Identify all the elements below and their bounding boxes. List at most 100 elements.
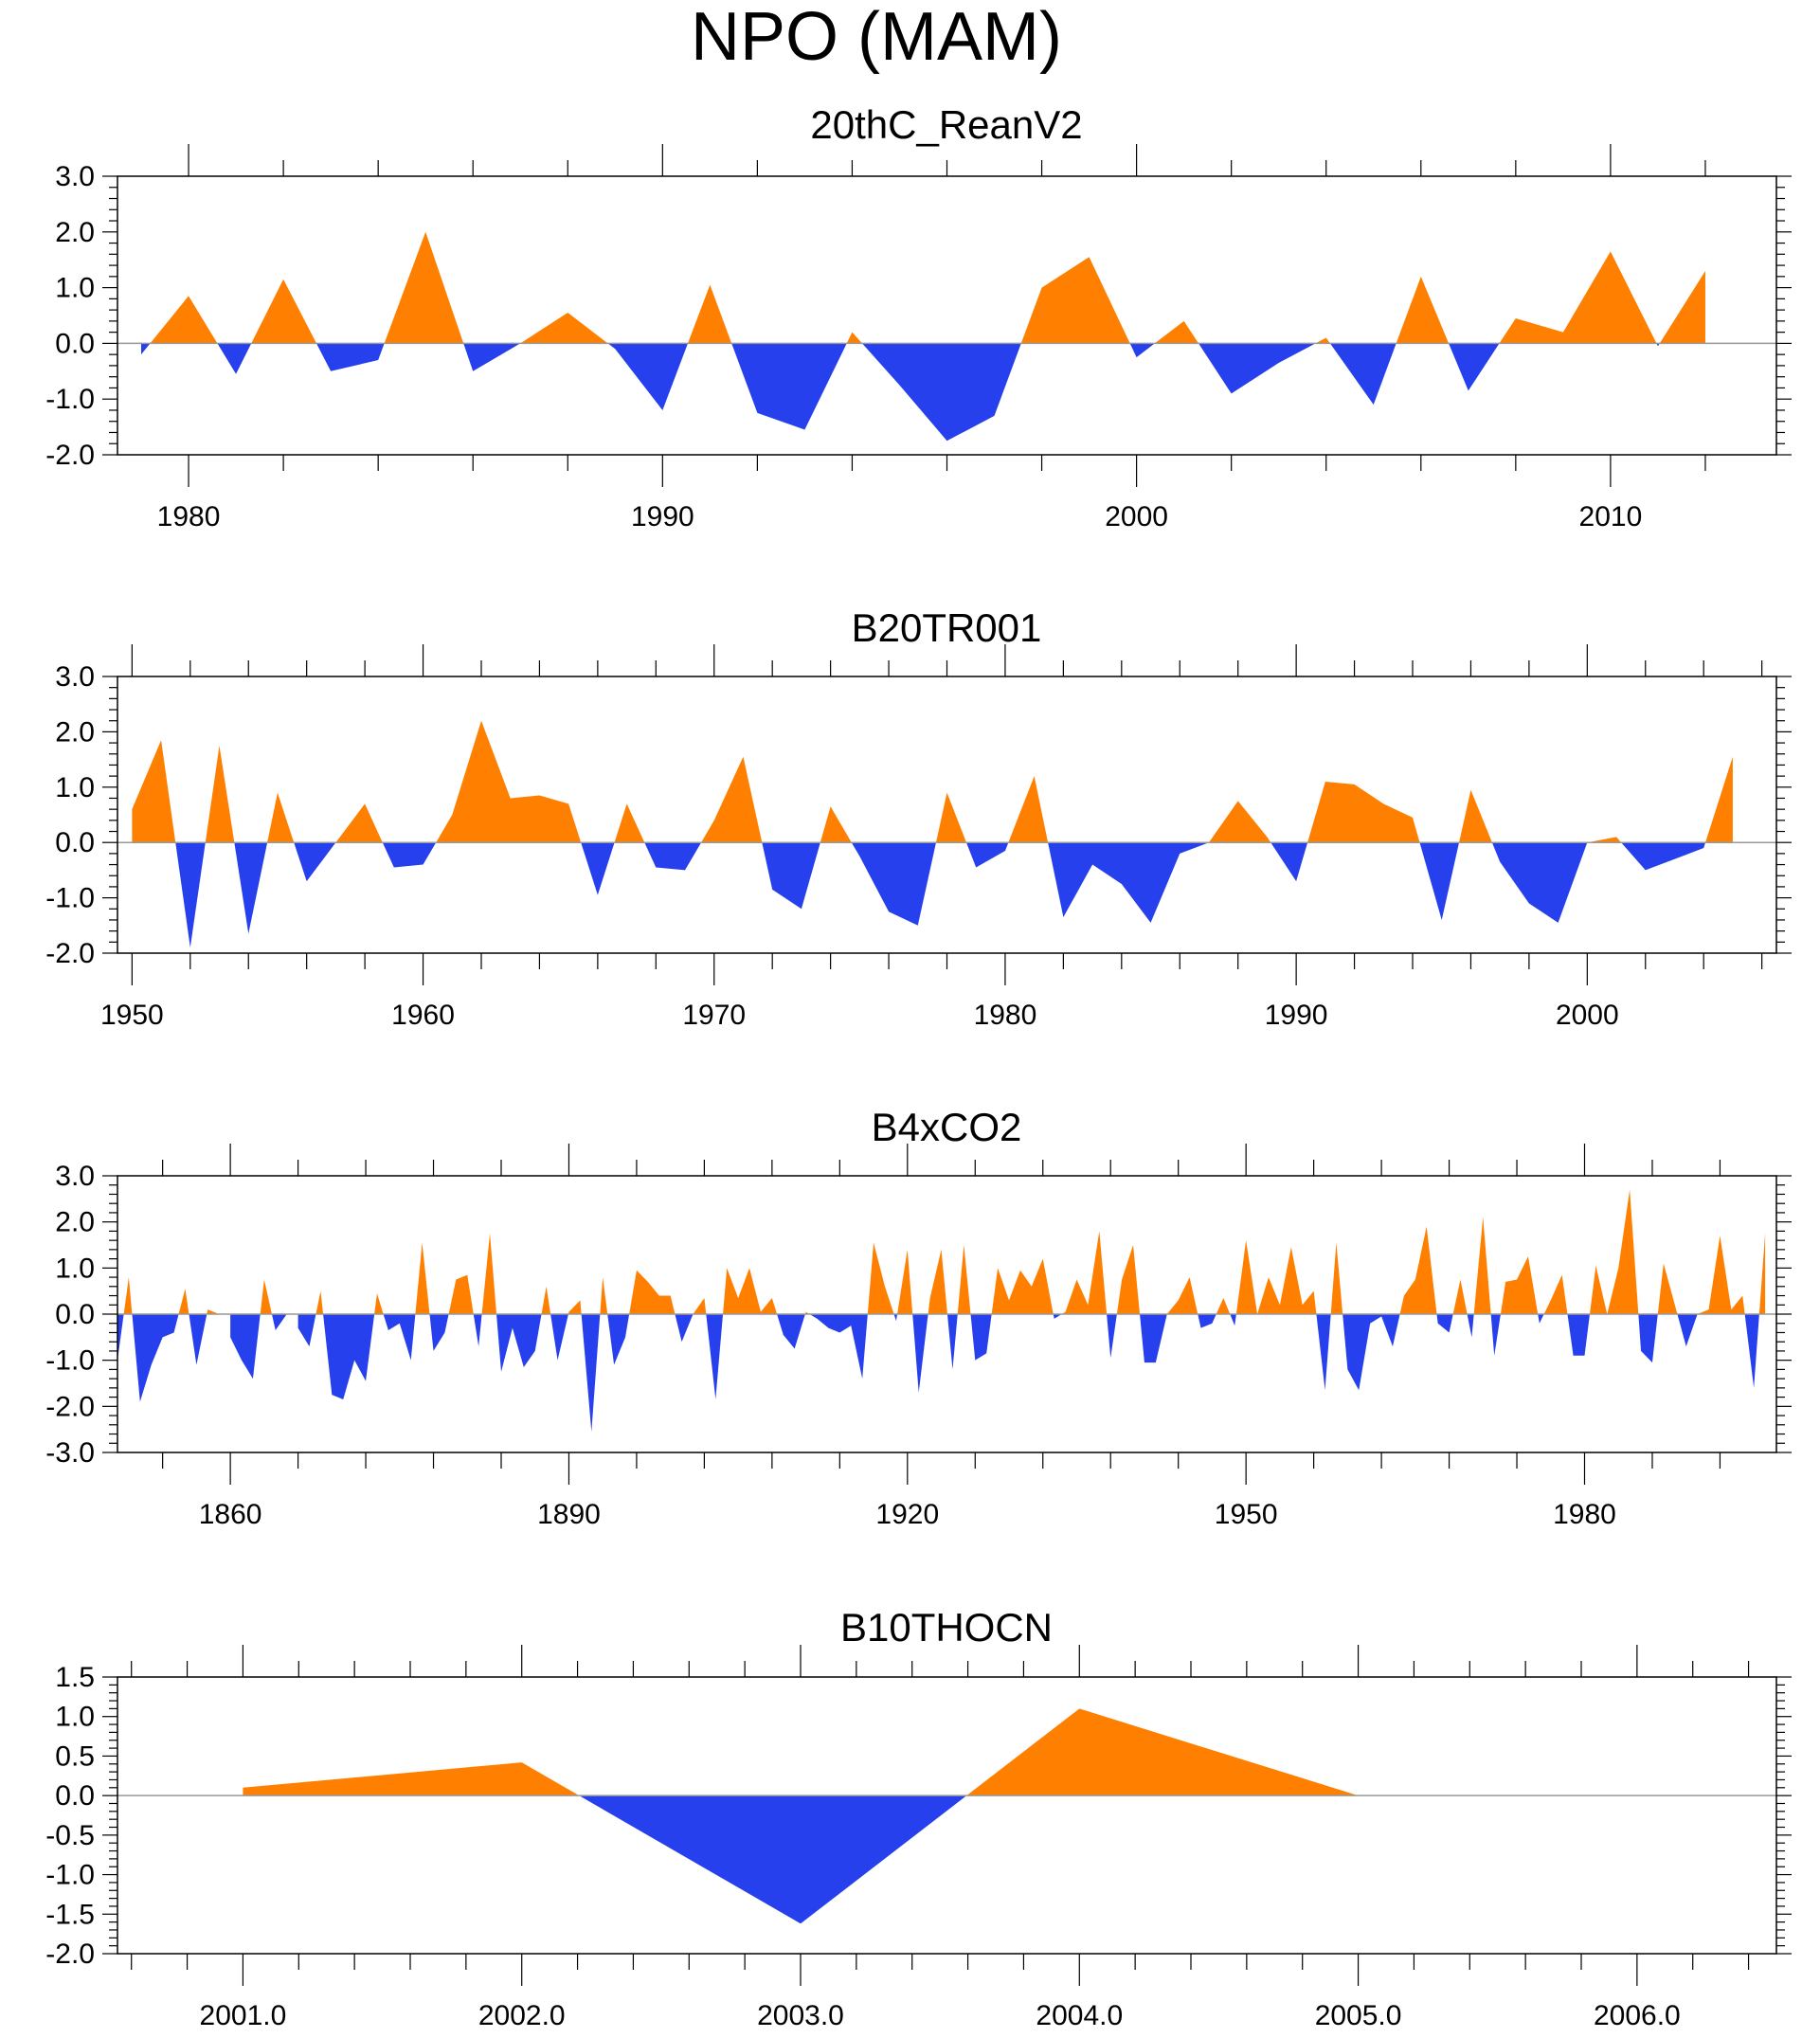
- figure-title: NPO (MAM): [691, 0, 1062, 75]
- negative-anomaly-area: [1140, 1314, 1167, 1363]
- positive-anomaly-area: [928, 1249, 947, 1314]
- positive-anomaly-area: [384, 231, 464, 344]
- positive-anomaly-area: [1235, 1240, 1317, 1314]
- positive-anomaly-area: [178, 1289, 189, 1314]
- x-tick-label: 1970: [682, 1000, 746, 1031]
- y-tick-label: 0.0: [55, 827, 95, 858]
- positive-anomaly-area: [701, 756, 763, 843]
- y-tick-label: -1.0: [45, 883, 95, 914]
- positive-anomaly-area: [614, 803, 645, 843]
- positive-anomaly-area: [1116, 1245, 1141, 1314]
- positive-anomaly-area: [1587, 837, 1622, 843]
- negative-anomaly-area: [189, 1314, 207, 1365]
- y-tick-label: -1.0: [45, 384, 95, 415]
- negative-anomaly-area: [893, 1314, 898, 1322]
- positive-anomaly-area: [1459, 789, 1492, 843]
- y-tick-label: 0.0: [55, 1780, 95, 1812]
- positive-anomaly-area: [1705, 756, 1733, 843]
- positive-anomaly-area: [541, 1286, 551, 1314]
- negative-anomaly-area: [297, 1314, 316, 1347]
- y-tick-label: -3.0: [45, 1437, 95, 1469]
- positive-anomaly-area: [1452, 1279, 1468, 1314]
- y-tick-label: -2.0: [45, 938, 95, 969]
- positive-anomaly-area: [1330, 1242, 1343, 1314]
- negative-anomaly-area: [230, 1314, 261, 1380]
- negative-anomaly-area: [429, 1314, 449, 1351]
- y-tick-label: 2.0: [55, 716, 95, 748]
- x-tick-label: 1980: [974, 1000, 1037, 1031]
- positive-anomaly-area: [207, 1309, 231, 1314]
- negative-anomaly-area: [550, 1314, 568, 1361]
- positive-anomaly-area: [1499, 251, 1657, 344]
- negative-anomaly-area: [1744, 1314, 1759, 1388]
- negative-anomaly-area: [1107, 1314, 1117, 1359]
- y-tick-label: -1.0: [45, 1860, 95, 1891]
- negative-anomaly-area: [1491, 842, 1588, 923]
- negative-anomaly-area: [581, 842, 615, 895]
- panel-b10thocn: B10THOCN -2.0 -1.5 -1.0 -0.5 0.0 0.5 1.0 1.5 200…: [45, 1605, 1792, 2031]
- negative-anomaly-area: [323, 1314, 375, 1400]
- positive-anomaly-area: [374, 1293, 384, 1314]
- y-tick-label: -1.5: [45, 1899, 95, 1930]
- negative-anomaly-area: [1567, 1314, 1590, 1356]
- negative-anomaly-area: [382, 842, 437, 868]
- positive-anomaly-area: [957, 1245, 971, 1314]
- positive-anomaly-area: [1473, 1217, 1491, 1314]
- y-tick-label: 2.0: [55, 1207, 95, 1238]
- panel-title: 20thC_ReanV2: [810, 102, 1082, 147]
- positive-anomaly-area: [568, 1300, 582, 1314]
- positive-anomaly-area: [693, 1297, 707, 1314]
- negative-anomaly-area: [463, 343, 521, 371]
- positive-anomaly-area: [1020, 257, 1130, 344]
- negative-anomaly-area: [851, 842, 936, 926]
- negative-anomaly-area: [675, 1314, 694, 1343]
- positive-anomaly-area: [1758, 1233, 1766, 1314]
- negative-anomaly-area: [1316, 1314, 1331, 1391]
- y-tick-label: -2.0: [45, 1939, 95, 1970]
- positive-anomaly-area: [1315, 337, 1330, 344]
- positive-anomaly-area: [267, 792, 295, 843]
- x-tick-label: 1990: [1265, 1000, 1328, 1031]
- negative-anomaly-area: [731, 343, 847, 430]
- negative-anomaly-area: [217, 343, 252, 374]
- plot-frame: [117, 1676, 1777, 1955]
- negative-anomaly-area: [1436, 1314, 1453, 1333]
- negative-anomaly-area: [1230, 1314, 1236, 1326]
- panel-title: B4xCO2: [872, 1105, 1022, 1149]
- negative-anomaly-area: [1467, 1314, 1474, 1338]
- negative-anomaly-area: [1053, 1314, 1062, 1319]
- y-tick-label: 1.5: [55, 1662, 95, 1693]
- negative-anomaly-area: [809, 1314, 868, 1380]
- x-tick-label: 2001.0: [200, 2000, 287, 2031]
- panel-b4xco2: B4xCO2 -3.0 -2.0 -1.0 0.0 1.0 2.0 3.0 1860 1890 1…: [45, 1105, 1792, 1530]
- x-tick-label: 2010: [1579, 501, 1643, 532]
- positive-anomaly-area: [1396, 276, 1450, 344]
- negative-anomaly-area: [271, 1314, 287, 1331]
- positive-anomaly-area: [1500, 1256, 1539, 1314]
- positive-anomaly-area: [415, 1242, 430, 1314]
- positive-anomaly-area: [448, 1274, 474, 1314]
- positive-anomaly-area: [1697, 1235, 1745, 1314]
- positive-anomaly-area: [150, 296, 218, 344]
- negative-anomaly-area: [1270, 842, 1308, 882]
- y-tick-label: 1.0: [55, 772, 95, 803]
- negative-anomaly-area: [706, 1314, 724, 1400]
- positive-anomaly-area: [243, 1762, 580, 1796]
- y-tick-label: -2.0: [45, 1391, 95, 1422]
- x-tick-label: 2000: [1105, 501, 1168, 532]
- y-tick-label: 1.0: [55, 273, 95, 304]
- y-tick-label: 3.0: [55, 161, 95, 192]
- positive-anomaly-area: [123, 1277, 133, 1314]
- negative-anomaly-area: [965, 842, 1009, 868]
- positive-anomaly-area: [132, 740, 176, 843]
- x-tick-label: 2000: [1556, 1000, 1619, 1031]
- positive-anomaly-area: [1543, 1274, 1568, 1314]
- positive-anomaly-area: [436, 720, 582, 843]
- negative-anomaly-area: [132, 1314, 179, 1402]
- positive-anomaly-area: [966, 1708, 1359, 1796]
- x-tick-label: 2004.0: [1036, 2000, 1123, 2031]
- positive-anomaly-area: [991, 1258, 1054, 1314]
- negative-anomaly-area: [1677, 1314, 1698, 1347]
- x-tick-label: 2005.0: [1315, 2000, 1402, 2031]
- negative-anomaly-area: [473, 1314, 482, 1347]
